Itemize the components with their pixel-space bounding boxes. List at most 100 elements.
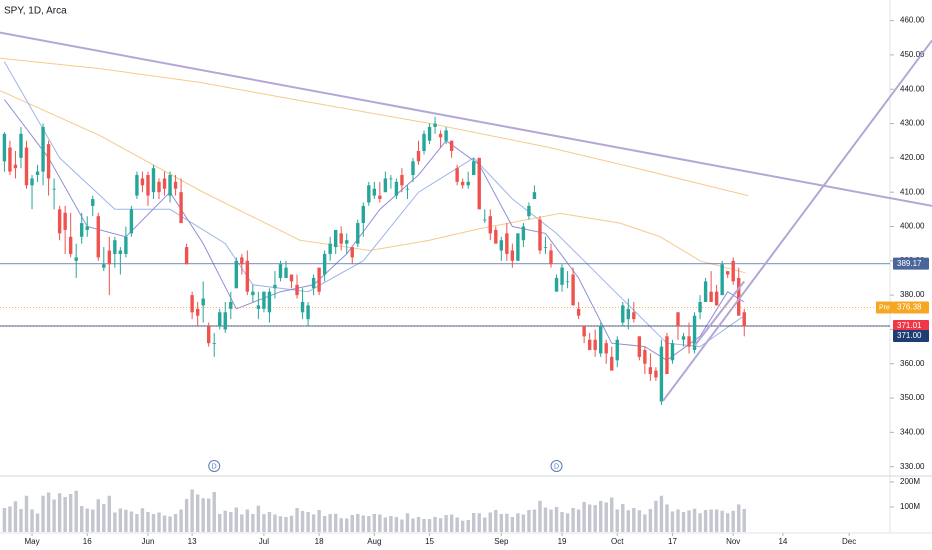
volume-bar bbox=[345, 518, 349, 532]
candle-body bbox=[41, 126, 45, 172]
candle-body bbox=[488, 216, 492, 234]
price-label-box bbox=[893, 301, 929, 314]
volume-bar bbox=[405, 513, 410, 532]
volume-bar bbox=[400, 519, 404, 532]
volume-bar bbox=[604, 502, 608, 532]
volume-bar bbox=[2, 508, 7, 532]
moving-average bbox=[0, 90, 746, 274]
volume-bar bbox=[725, 513, 730, 532]
volume-bar bbox=[24, 495, 29, 532]
candle-body bbox=[621, 305, 625, 323]
candle-body bbox=[46, 144, 51, 179]
volume-bar bbox=[41, 495, 45, 532]
volume-bar bbox=[438, 518, 443, 532]
candle-body bbox=[52, 188, 56, 190]
volume-bar bbox=[107, 495, 112, 532]
volume-bar bbox=[720, 510, 724, 532]
candle-body bbox=[91, 199, 95, 206]
candle-body bbox=[400, 175, 404, 186]
volume-bar bbox=[367, 516, 371, 532]
candle-body bbox=[714, 291, 719, 306]
volume-bar bbox=[389, 516, 393, 532]
volume-bar bbox=[256, 505, 261, 532]
candle-body bbox=[648, 367, 653, 375]
candle-body bbox=[140, 178, 145, 186]
candle-body bbox=[731, 260, 735, 282]
candle-body bbox=[720, 264, 724, 296]
volume-bar bbox=[681, 512, 686, 532]
volume-bar bbox=[659, 495, 664, 532]
volume-bar bbox=[521, 514, 526, 532]
candle-body bbox=[295, 284, 299, 296]
candle-body bbox=[654, 370, 658, 378]
volume-bar bbox=[670, 511, 675, 532]
volume-bar bbox=[472, 513, 476, 532]
candle-body bbox=[670, 343, 675, 361]
volume-bar bbox=[549, 509, 553, 532]
x-tick-label: May bbox=[24, 537, 39, 546]
volume-bar bbox=[714, 509, 719, 532]
volume-bar bbox=[19, 509, 23, 532]
candle-body bbox=[615, 339, 619, 361]
candle-body bbox=[24, 147, 29, 186]
volume-bar bbox=[135, 514, 139, 532]
y-tick-label: 340.00 bbox=[900, 427, 925, 436]
candle-body bbox=[30, 178, 34, 186]
x-tick-label: Dec bbox=[842, 537, 856, 546]
volume-bar bbox=[676, 509, 680, 532]
volume-bar bbox=[505, 513, 509, 532]
candle-body bbox=[527, 205, 531, 217]
dividend-marker bbox=[208, 460, 221, 472]
volume-bar bbox=[494, 510, 498, 532]
candle-body bbox=[582, 326, 586, 337]
volume-bar bbox=[703, 510, 708, 532]
candle-body bbox=[587, 339, 592, 351]
candle-body bbox=[521, 226, 526, 241]
volume-bar bbox=[30, 509, 34, 532]
volume-bar bbox=[527, 510, 531, 532]
volume-bar bbox=[510, 517, 515, 532]
candle-body bbox=[179, 192, 183, 224]
volume-bar bbox=[350, 515, 354, 532]
volume-bar bbox=[427, 519, 432, 532]
candle-body bbox=[626, 308, 631, 320]
candle-body bbox=[35, 171, 40, 176]
candle-body bbox=[151, 168, 156, 193]
volume-bar bbox=[57, 493, 62, 532]
candle-body bbox=[267, 291, 272, 313]
candle-body bbox=[8, 147, 12, 172]
price-label-prefix-box bbox=[876, 301, 893, 314]
candle-body bbox=[510, 250, 515, 261]
moving-average bbox=[0, 57, 749, 197]
candle-body bbox=[378, 195, 382, 200]
x-tick-label: 14 bbox=[778, 537, 787, 546]
candle-body bbox=[483, 219, 487, 221]
candle-body bbox=[449, 140, 454, 151]
candle-body bbox=[162, 178, 167, 189]
volume-bar bbox=[68, 494, 73, 532]
volume-bar bbox=[251, 514, 255, 532]
candle-body bbox=[80, 223, 84, 237]
candle-body bbox=[438, 133, 443, 138]
volume-bar bbox=[339, 518, 343, 532]
candle-body bbox=[19, 133, 23, 158]
candle-body bbox=[240, 257, 244, 265]
volume-bar bbox=[262, 514, 266, 532]
volume-bar bbox=[240, 514, 244, 532]
candle-body bbox=[560, 267, 564, 285]
candle-body bbox=[350, 247, 354, 258]
candle-body bbox=[676, 312, 680, 327]
candle-body bbox=[322, 253, 327, 275]
candle-body bbox=[289, 274, 294, 282]
volume-bar bbox=[124, 509, 128, 532]
y-tick-label: 330.00 bbox=[900, 462, 925, 471]
candle-body bbox=[692, 315, 697, 351]
volume-bar bbox=[587, 504, 592, 532]
y-tick-label: 410.00 bbox=[900, 187, 925, 196]
volume-tick-label: 200M bbox=[900, 477, 920, 486]
volume-bar bbox=[742, 509, 746, 532]
volume-bar bbox=[709, 509, 713, 532]
volume-bar bbox=[63, 497, 67, 532]
volume-bar bbox=[140, 508, 145, 532]
volume-bar bbox=[278, 516, 283, 532]
